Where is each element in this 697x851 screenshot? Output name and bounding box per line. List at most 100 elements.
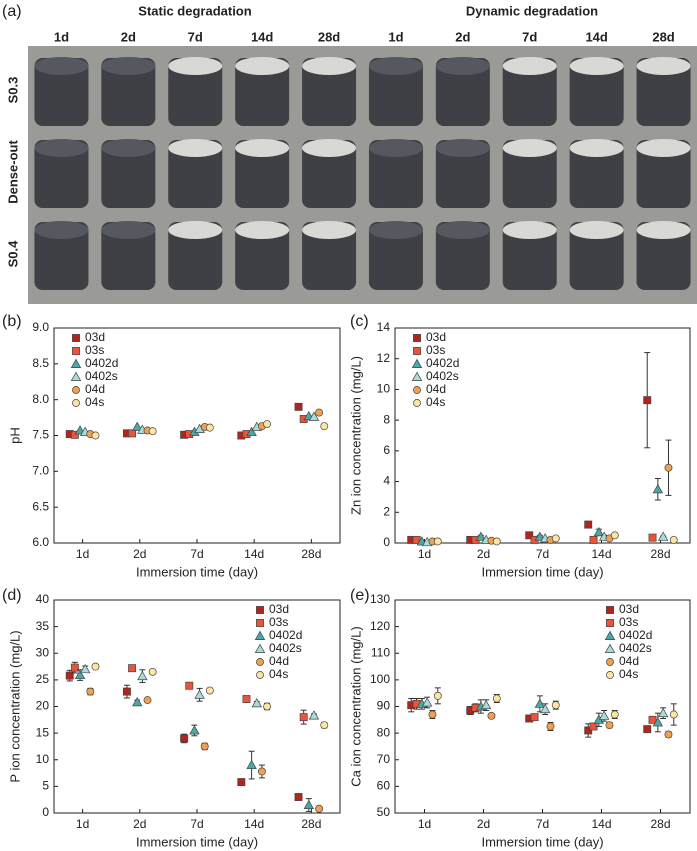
data-point (643, 396, 652, 405)
legend-label: 03d (85, 330, 105, 344)
data-point (421, 697, 433, 707)
legend-label: 03s (426, 343, 445, 357)
data-point (246, 426, 257, 436)
data-point (148, 427, 157, 436)
x-tick-label: 2d (477, 817, 490, 831)
panel-label: (a) (2, 3, 22, 20)
y-tick-label: 20 (36, 699, 50, 713)
sample-top (235, 221, 290, 239)
sample-photo (34, 222, 89, 290)
sample-top (636, 139, 691, 157)
legend-label: 0402s (426, 369, 459, 383)
y-tick-label: 6 (383, 443, 390, 457)
data-point (189, 725, 200, 735)
legend-marker (256, 606, 264, 614)
panel-label: (b) (2, 313, 22, 330)
data-point (74, 669, 86, 680)
data-point (303, 799, 315, 809)
legend-marker (72, 399, 80, 407)
x-tick-label: 14d (591, 547, 611, 561)
sample-photo (368, 58, 423, 126)
data-point (610, 710, 619, 719)
data-point (664, 463, 673, 472)
legend-label: 0402s (619, 641, 652, 655)
data-point (669, 535, 678, 544)
data-point (246, 759, 257, 770)
day-label: 2d (455, 29, 470, 44)
data-point (237, 778, 246, 787)
x-axis-title: Immersion time (day) (481, 564, 603, 579)
sample-top (636, 221, 691, 239)
sample-photo (636, 222, 691, 290)
data-point (669, 710, 678, 719)
legend-label: 0402d (85, 356, 118, 370)
data-point (70, 430, 79, 439)
y-tick-label: 0 (383, 535, 390, 549)
legend-marker (70, 371, 82, 381)
sample-top (368, 57, 423, 75)
sample-photo (302, 140, 357, 208)
data-point (65, 671, 74, 680)
legend-label: 03s (85, 343, 104, 357)
x-tick-label: 1d (418, 817, 431, 831)
data-point (539, 703, 551, 714)
data-point (534, 698, 546, 708)
sample-photo (502, 58, 557, 126)
y-tick-label: 60 (377, 779, 391, 793)
data-point (551, 701, 560, 710)
data-point (143, 696, 152, 705)
x-tick-label: 28d (301, 547, 321, 561)
data-point (652, 483, 664, 494)
legend-marker (70, 358, 82, 368)
x-tick-label: 2d (477, 547, 490, 561)
y-tick-label: 14 (377, 320, 391, 334)
data-point (91, 662, 100, 671)
day-label: 14d (251, 29, 273, 44)
legend-label: 04d (619, 654, 639, 668)
data-point (251, 697, 262, 708)
data-point (648, 715, 657, 724)
legend-marker (72, 386, 80, 394)
data-point (433, 691, 442, 700)
sample-photo (502, 140, 557, 208)
y-tick-label: 100 (370, 672, 390, 686)
sample-photo (101, 222, 156, 290)
data-point (320, 721, 329, 730)
data-point (205, 686, 214, 695)
legend-marker (256, 619, 264, 627)
sample-top (435, 57, 490, 75)
sample-top (569, 139, 624, 157)
sample-top (101, 139, 156, 157)
legend-marker (606, 671, 614, 679)
day-label: 2d (121, 29, 136, 44)
y-tick-label: 40 (36, 592, 50, 606)
day-label: 14d (585, 29, 607, 44)
data-point (308, 710, 320, 720)
legend-label: 0402d (426, 356, 459, 370)
legend-marker (604, 643, 616, 653)
data-point (475, 531, 487, 541)
row-label: S0.3 (5, 77, 20, 104)
x-tick-label: 1d (76, 547, 89, 561)
group-title: Static degradation (138, 3, 251, 18)
data-point (589, 535, 598, 544)
sample-photo (101, 58, 156, 126)
y-tick-label: 10 (36, 752, 50, 766)
legend-marker (411, 371, 423, 381)
sample-photo (502, 222, 557, 290)
legend-label: 03d (269, 602, 289, 616)
sample-top (368, 139, 423, 157)
sample-top (235, 57, 290, 75)
legend-marker (256, 658, 264, 666)
sample-photo (34, 58, 89, 126)
data-point (525, 531, 534, 540)
data-point (584, 726, 593, 735)
legend-label: 0402d (619, 628, 652, 642)
x-tick-label: 14d (244, 817, 264, 831)
y-tick-label: 15 (36, 725, 50, 739)
y-tick-label: 9.0 (32, 320, 49, 334)
panel-label: (d) (2, 587, 22, 604)
panel-label: (c) (350, 313, 369, 330)
legend-marker (413, 399, 421, 407)
x-tick-label: 14d (244, 547, 264, 561)
